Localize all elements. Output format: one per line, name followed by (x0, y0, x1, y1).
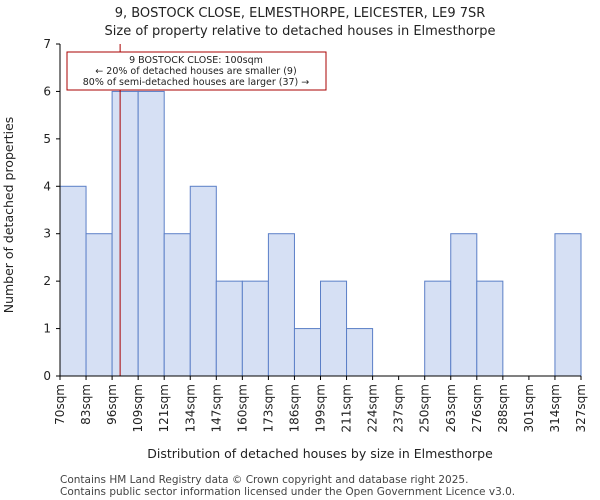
y-tick-label: 7 (43, 37, 51, 51)
bar-199sqm (320, 280, 348, 377)
bar-211sqm (346, 328, 374, 377)
bar-263sqm (450, 233, 478, 377)
x-tick-label: 288sqm (496, 384, 510, 432)
x-tick-label: 224sqm (366, 384, 380, 432)
y-tick-label: 0 (43, 369, 51, 383)
bar-109sqm (137, 90, 165, 377)
bar-134sqm (189, 185, 217, 377)
x-axis-label: Distribution of detached houses by size … (147, 446, 493, 461)
x-ticks-group: 70sqm 83sqm 96sqm 109sqm 121sqm 134sqm 147sqm 1… (53, 376, 588, 432)
x-tick-label: 147sqm (209, 384, 223, 432)
footer-line-1: Contains HM Land Registry data © Crown c… (60, 474, 468, 486)
x-tick-label: 173sqm (261, 384, 275, 432)
bar-250sqm (424, 280, 452, 377)
x-tick-label: 70sqm (53, 384, 67, 425)
x-tick-label: 237sqm (392, 384, 406, 432)
annotation-line-2: ← 20% of detached houses are smaller (9) (95, 66, 296, 77)
chart-subtitle: Size of property relative to detached ho… (105, 24, 496, 39)
annotation-line-1: 9 BOSTOCK CLOSE: 100sqm (129, 55, 263, 66)
bar-121sqm (163, 233, 191, 377)
x-tick-label: 314sqm (548, 384, 562, 432)
bar-147sqm (215, 280, 243, 377)
footer-line-2: Contains public sector information licen… (60, 486, 515, 498)
x-tick-label: 186sqm (287, 384, 301, 432)
x-tick-label: 263sqm (444, 384, 458, 432)
bar-186sqm (293, 328, 322, 377)
bar-160sqm (241, 280, 269, 377)
x-tick-label: 83sqm (79, 384, 93, 425)
x-tick-label: 327sqm (574, 384, 588, 432)
bars-group (59, 90, 582, 377)
annotation-box (66, 51, 327, 91)
y-tick-label: 1 (43, 322, 51, 336)
x-tick-label: 250sqm (418, 384, 432, 432)
bar-314sqm (554, 233, 582, 377)
chart-title: 9, BOSTOCK CLOSE, ELMESTHORPE, LEICESTER… (115, 6, 486, 21)
y-tick-label: 5 (43, 132, 51, 146)
x-tick-label: 96sqm (105, 384, 119, 425)
x-tick-label: 109sqm (131, 384, 145, 432)
bar-96sqm (111, 90, 139, 377)
x-tick-label: 160sqm (235, 384, 249, 432)
x-tick-label: 134sqm (183, 384, 197, 432)
bar-276sqm (476, 280, 504, 377)
x-tick-label: 211sqm (340, 384, 354, 432)
annotation-line-3: 80% of semi-detached houses are larger (… (83, 77, 310, 88)
bar-70sqm (59, 185, 87, 377)
y-tick-label: 6 (43, 84, 51, 98)
x-tick-label: 121sqm (157, 384, 171, 432)
y-axis-label: Number of detached properties (1, 117, 16, 314)
y-tick-label: 2 (43, 274, 51, 288)
bar-173sqm (267, 233, 295, 377)
bar-83sqm (85, 233, 113, 377)
y-tick-label: 4 (43, 179, 51, 193)
x-tick-label: 301sqm (522, 384, 536, 432)
x-tick-label: 199sqm (314, 384, 328, 432)
x-tick-label: 276sqm (470, 384, 484, 432)
y-ticks-group: 0 1 2 3 4 5 6 7 (43, 37, 60, 383)
y-tick-label: 3 (43, 227, 51, 241)
